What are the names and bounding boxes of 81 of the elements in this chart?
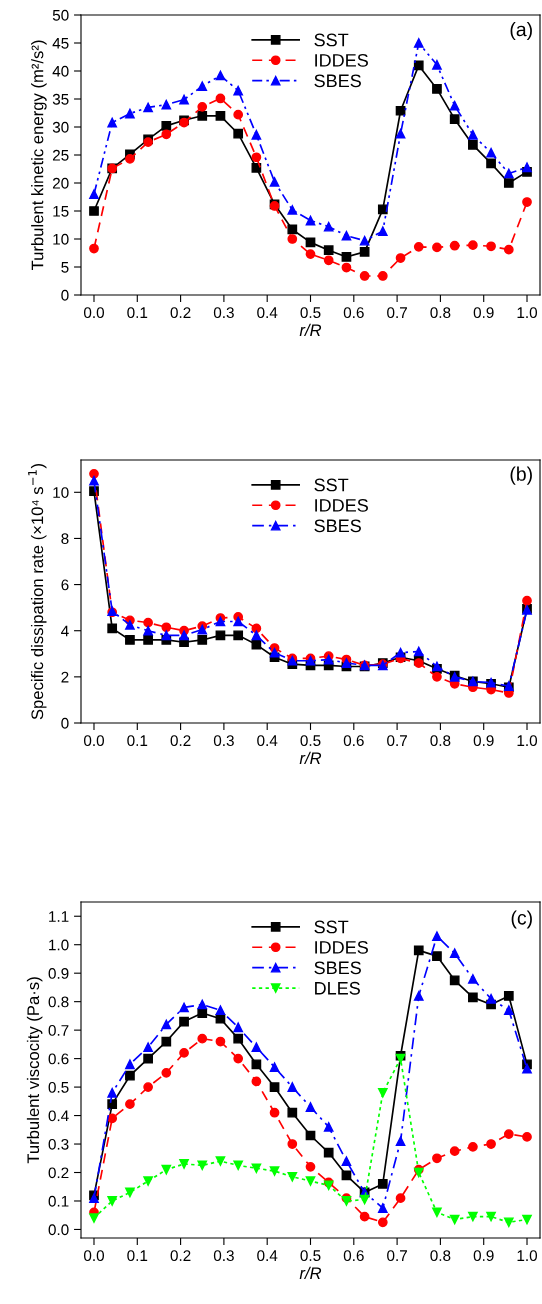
legend-label: SST [314, 33, 349, 47]
y-tick-label: 0.5 [48, 1081, 69, 1093]
y-tick-label: 0.9 [48, 968, 69, 979]
y-tick-label: 0.3 [48, 1138, 69, 1150]
y-tick-label: 35 [52, 93, 69, 105]
legend-label: SST [314, 478, 349, 492]
y-tick-label: 0.4 [48, 1110, 69, 1122]
y-axis-title: Specific dissipation rate (×10⁴ s$^{−1}$) [28, 464, 47, 720]
y-tick-label: 0.2 [48, 1167, 69, 1179]
x-tick-label: 0.3 [213, 735, 234, 747]
x-tick-label: 0.3 [213, 1250, 234, 1262]
x-tick-label: 0.6 [343, 307, 364, 319]
x-tick-label: 0.9 [473, 735, 494, 747]
y-tick-label: 6 [61, 579, 69, 591]
x-tick-label: 0.1 [127, 1250, 148, 1262]
x-tick-label: 0.2 [170, 307, 191, 319]
y-tick-label: 45 [52, 38, 69, 49]
x-tick-label: 0.1 [127, 735, 148, 747]
x-tick-label: 0.4 [257, 307, 278, 319]
x-tick-label: 0.8 [430, 307, 451, 319]
x-axis-title: r/R [299, 751, 322, 765]
legend-label: SBES [314, 74, 361, 88]
annotation: (a) [510, 22, 532, 41]
x-tick-label: 0.7 [387, 735, 407, 747]
x-tick-label: 0.3 [213, 307, 234, 319]
y-tick-label: 10 [53, 487, 69, 498]
x-tick-label: 0.9 [473, 1250, 494, 1262]
y-tick-label: 0.0 [48, 1224, 69, 1236]
annotation: (b) [510, 466, 532, 485]
legend-label: IDDES [315, 940, 368, 954]
legend-label: IDDES [315, 498, 368, 512]
x-tick-label: 0.7 [387, 1250, 407, 1262]
y-tick-label: 0.7 [48, 1025, 69, 1036]
x-tick-label: 0.0 [83, 735, 105, 747]
x-tick-label: 0.7 [387, 307, 407, 319]
y-tick-label: 8 [61, 533, 69, 545]
legend-label: DLES [315, 981, 360, 995]
x-tick-label: 0.5 [300, 1250, 321, 1262]
y-tick-label: 1.1 [49, 911, 69, 922]
annotation: (c) [511, 910, 532, 929]
y-tick-label: 5 [61, 262, 69, 273]
x-tick-label: 0.6 [343, 1250, 364, 1262]
y-tick-label: 50 [52, 9, 69, 21]
x-tick-label: 0.5 [300, 735, 321, 747]
legend-label: IDDES [315, 53, 368, 67]
y-tick-label: 2 [61, 671, 69, 683]
y-tick-label: 20 [52, 177, 69, 189]
x-tick-label: 0.4 [257, 1250, 278, 1262]
y-tick-label: 0.8 [48, 996, 69, 1008]
x-tick-label: 0.8 [430, 1250, 451, 1262]
y-tick-label: 1.0 [49, 939, 69, 951]
x-tick-label: 0.4 [257, 735, 278, 747]
legend-label: SST [314, 920, 349, 934]
x-axis-title: r/R [299, 1266, 322, 1280]
y-tick-label: 10 [53, 233, 69, 245]
y-tick-label: 0.1 [48, 1195, 69, 1207]
y-tick-label: 25 [52, 149, 69, 161]
x-tick-label: 0.0 [83, 307, 105, 319]
y-axis-title: Turbulent kinetic energy (m²/s²) [31, 40, 47, 271]
legend-label: SBES [314, 519, 361, 533]
y-tick-label: 0 [61, 289, 69, 301]
y-axis-title: Turbulent viscocity (Pa·s) [26, 977, 43, 1164]
x-tick-label: 0.0 [83, 1250, 105, 1262]
x-tick-label: 0.5 [300, 307, 321, 319]
y-tick-label: 40 [52, 65, 69, 77]
x-tick-label: 0.1 [127, 307, 148, 319]
x-tick-label: 0.9 [473, 307, 494, 319]
x-tick-label: 0.2 [170, 1250, 191, 1262]
x-tick-label: 1.0 [517, 1250, 538, 1262]
x-tick-label: 1.0 [517, 307, 538, 319]
legend-label: SBES [314, 961, 361, 975]
y-tick-label: 0 [61, 717, 69, 729]
y-tick-label: 30 [52, 121, 69, 133]
x-tick-label: 0.8 [430, 735, 451, 747]
y-tick-label: 15 [53, 206, 69, 217]
x-tick-label: 0.2 [170, 735, 191, 747]
y-tick-label: 4 [61, 625, 69, 637]
x-tick-label: 1.0 [517, 735, 538, 747]
y-tick-label: 0.6 [48, 1053, 69, 1065]
x-axis-title: r/R [299, 323, 322, 337]
x-tick-label: 0.6 [343, 735, 364, 747]
